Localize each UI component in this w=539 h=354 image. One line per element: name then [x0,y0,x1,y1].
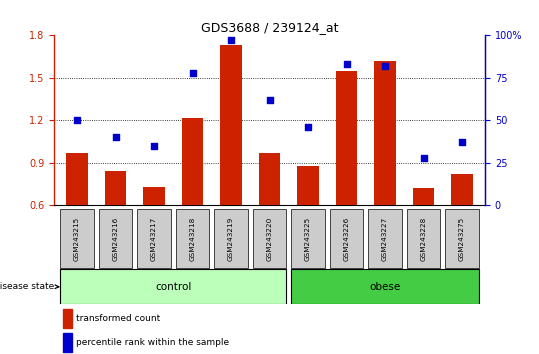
Bar [406,209,440,268]
Bar [220,45,241,205]
Point [73,118,81,123]
Text: GSM243220: GSM243220 [266,216,273,261]
Bar [60,209,94,268]
Bar [452,174,473,205]
Bar [182,118,203,205]
Bar [214,209,248,268]
Title: GDS3688 / 239124_at: GDS3688 / 239124_at [201,21,338,34]
Bar [66,153,87,205]
Point [381,63,389,69]
Text: GSM243225: GSM243225 [305,216,311,261]
Text: percentile rank within the sample: percentile rank within the sample [77,338,230,347]
Text: control: control [155,282,191,292]
Bar [375,61,396,205]
Bar [413,188,434,205]
Point [342,62,351,67]
Bar [259,153,280,205]
Text: disease state: disease state [0,282,59,291]
Bar [336,71,357,205]
Point [458,139,466,145]
Bar [176,209,210,268]
Text: obese: obese [369,282,400,292]
Bar [445,209,479,268]
Text: GSM243218: GSM243218 [190,216,196,261]
Point [227,38,236,43]
Point [111,135,120,140]
Bar [368,209,402,268]
Bar [329,209,363,268]
Bar [298,166,319,205]
Text: GSM243219: GSM243219 [228,216,234,261]
Text: GSM243216: GSM243216 [113,216,119,261]
Bar [63,309,72,328]
Bar [291,209,325,268]
Text: GSM243226: GSM243226 [343,216,349,261]
Text: GSM243227: GSM243227 [382,216,388,261]
Bar [105,171,126,205]
Bar [137,209,171,268]
Point [188,70,197,76]
Text: GSM243215: GSM243215 [74,216,80,261]
Bar [60,269,286,304]
Bar [99,209,133,268]
Point [150,143,158,149]
Point [419,155,428,161]
Point [265,97,274,103]
Point [303,124,312,130]
Text: GSM243228: GSM243228 [420,216,426,261]
Bar [143,187,164,205]
Text: GSM243275: GSM243275 [459,216,465,261]
Bar [291,269,479,304]
Bar [253,209,286,268]
Text: transformed count: transformed count [77,314,161,323]
Bar [63,333,72,352]
Text: GSM243217: GSM243217 [151,216,157,261]
